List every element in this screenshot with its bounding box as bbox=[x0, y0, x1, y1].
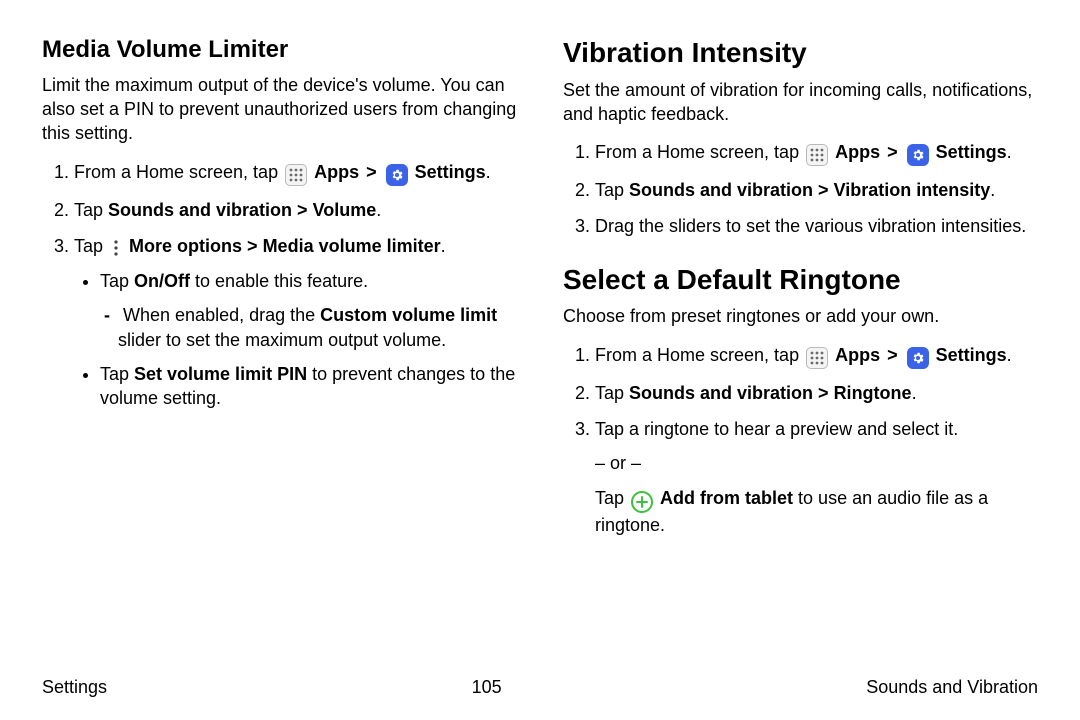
left-column: Media Volume Limiter Limit the maximum o… bbox=[42, 36, 517, 561]
text: Tap bbox=[595, 180, 629, 200]
bold-text: Sounds and vibration bbox=[629, 383, 813, 403]
period: . bbox=[912, 383, 917, 403]
settings-label: Settings bbox=[936, 345, 1007, 365]
mvl-step-3: Tap More options > Media volume limiter.… bbox=[74, 234, 517, 410]
bold-text: Vibration intensity bbox=[834, 180, 991, 200]
text: to enable this feature. bbox=[190, 271, 368, 291]
sr-step-2: Tap Sounds and vibration > Ringtone. bbox=[595, 381, 1038, 405]
vibration-intensity-section: Vibration Intensity Set the amount of vi… bbox=[563, 36, 1038, 239]
period: . bbox=[1007, 142, 1012, 162]
mvl-bullet-2: Tap Set volume limit PIN to prevent chan… bbox=[100, 362, 517, 411]
text: slider to set the maximum output volume. bbox=[118, 330, 446, 350]
bold-text: Media volume limiter bbox=[263, 236, 441, 256]
apps-label: Apps bbox=[835, 142, 880, 162]
bold-text: More options bbox=[129, 236, 242, 256]
chevron-icon: > bbox=[887, 142, 898, 162]
sep: > bbox=[242, 236, 263, 256]
mvl-step-2: Tap Sounds and vibration > Volume. bbox=[74, 198, 517, 222]
period: . bbox=[486, 162, 491, 182]
vi-step-3: Drag the sliders to set the various vibr… bbox=[595, 214, 1038, 238]
or-divider: – or – bbox=[595, 451, 1038, 475]
page-footer: Settings 105 Sounds and Vibration bbox=[42, 677, 1038, 698]
bold-text: Ringtone bbox=[834, 383, 912, 403]
mvl-dashes: When enabled, drag the Custom volume lim… bbox=[100, 303, 517, 352]
apps-icon bbox=[806, 347, 828, 369]
bold-text: Custom volume limit bbox=[320, 305, 497, 325]
text: When enabled, drag the bbox=[123, 305, 320, 325]
period: . bbox=[990, 180, 995, 200]
settings-icon bbox=[386, 164, 408, 186]
vi-steps: From a Home screen, tap Apps > Settings.… bbox=[563, 140, 1038, 239]
text: From a Home screen, tap bbox=[595, 345, 804, 365]
settings-label: Settings bbox=[415, 162, 486, 182]
bold-text: Sounds and vibration bbox=[108, 200, 292, 220]
apps-icon bbox=[806, 144, 828, 166]
footer-right: Sounds and Vibration bbox=[866, 677, 1038, 698]
vi-step-1: From a Home screen, tap Apps > Settings. bbox=[595, 140, 1038, 166]
text: Tap bbox=[595, 488, 629, 508]
apps-label: Apps bbox=[835, 345, 880, 365]
footer-left: Settings bbox=[42, 677, 107, 698]
period: . bbox=[376, 200, 381, 220]
bold-text: Add from tablet bbox=[660, 488, 793, 508]
sep: > bbox=[813, 180, 834, 200]
add-icon bbox=[631, 491, 653, 513]
select-ringtone-section: Select a Default Ringtone Choose from pr… bbox=[563, 263, 1038, 537]
sr-step-1: From a Home screen, tap Apps > Settings. bbox=[595, 343, 1038, 369]
vibration-intensity-title: Vibration Intensity bbox=[563, 36, 1038, 70]
right-column: Vibration Intensity Set the amount of vi… bbox=[563, 36, 1038, 561]
sep: > bbox=[813, 383, 834, 403]
footer-page-number: 105 bbox=[472, 677, 502, 698]
settings-icon bbox=[907, 347, 929, 369]
text: Tap a ringtone to hear a preview and sel… bbox=[595, 419, 958, 439]
select-ringtone-title: Select a Default Ringtone bbox=[563, 263, 1038, 297]
text: Tap bbox=[595, 383, 629, 403]
bold-text: On/Off bbox=[134, 271, 190, 291]
mvl-step-1: From a Home screen, tap Apps > Settings. bbox=[74, 160, 517, 186]
bold-text: Sounds and vibration bbox=[629, 180, 813, 200]
mvl-steps: From a Home screen, tap Apps > Settings.… bbox=[42, 160, 517, 411]
text: From a Home screen, tap bbox=[74, 162, 283, 182]
mvl-bullets: Tap On/Off to enable this feature. When … bbox=[74, 269, 517, 410]
mvl-dash-1: When enabled, drag the Custom volume lim… bbox=[118, 303, 517, 352]
period: . bbox=[441, 236, 446, 256]
text: Tap bbox=[100, 271, 134, 291]
apps-icon bbox=[285, 164, 307, 186]
bold-text: Volume bbox=[313, 200, 377, 220]
text: Tap bbox=[74, 200, 108, 220]
sr-step-3-alt: Tap Add from tablet to use an audio file… bbox=[595, 486, 1038, 537]
sr-steps: From a Home screen, tap Apps > Settings.… bbox=[563, 343, 1038, 537]
sr-step-3: Tap a ringtone to hear a preview and sel… bbox=[595, 417, 1038, 537]
vibration-intensity-intro: Set the amount of vibration for incoming… bbox=[563, 78, 1038, 127]
media-volume-limiter-title: Media Volume Limiter bbox=[42, 36, 517, 65]
chevron-icon: > bbox=[366, 162, 377, 182]
media-volume-limiter-intro: Limit the maximum output of the device's… bbox=[42, 73, 517, 146]
select-ringtone-intro: Choose from preset ringtones or add your… bbox=[563, 304, 1038, 328]
apps-label: Apps bbox=[314, 162, 359, 182]
mvl-bullet-1: Tap On/Off to enable this feature. When … bbox=[100, 269, 517, 352]
text: Tap bbox=[74, 236, 108, 256]
settings-label: Settings bbox=[936, 142, 1007, 162]
chevron-icon: > bbox=[887, 345, 898, 365]
period: . bbox=[1007, 345, 1012, 365]
vi-step-2: Tap Sounds and vibration > Vibration int… bbox=[595, 178, 1038, 202]
bold-text: Set volume limit PIN bbox=[134, 364, 307, 384]
text: Tap bbox=[100, 364, 134, 384]
more-options-icon bbox=[110, 237, 122, 259]
sep: > bbox=[292, 200, 313, 220]
text: From a Home screen, tap bbox=[595, 142, 804, 162]
two-column-layout: Media Volume Limiter Limit the maximum o… bbox=[42, 36, 1038, 561]
settings-icon bbox=[907, 144, 929, 166]
